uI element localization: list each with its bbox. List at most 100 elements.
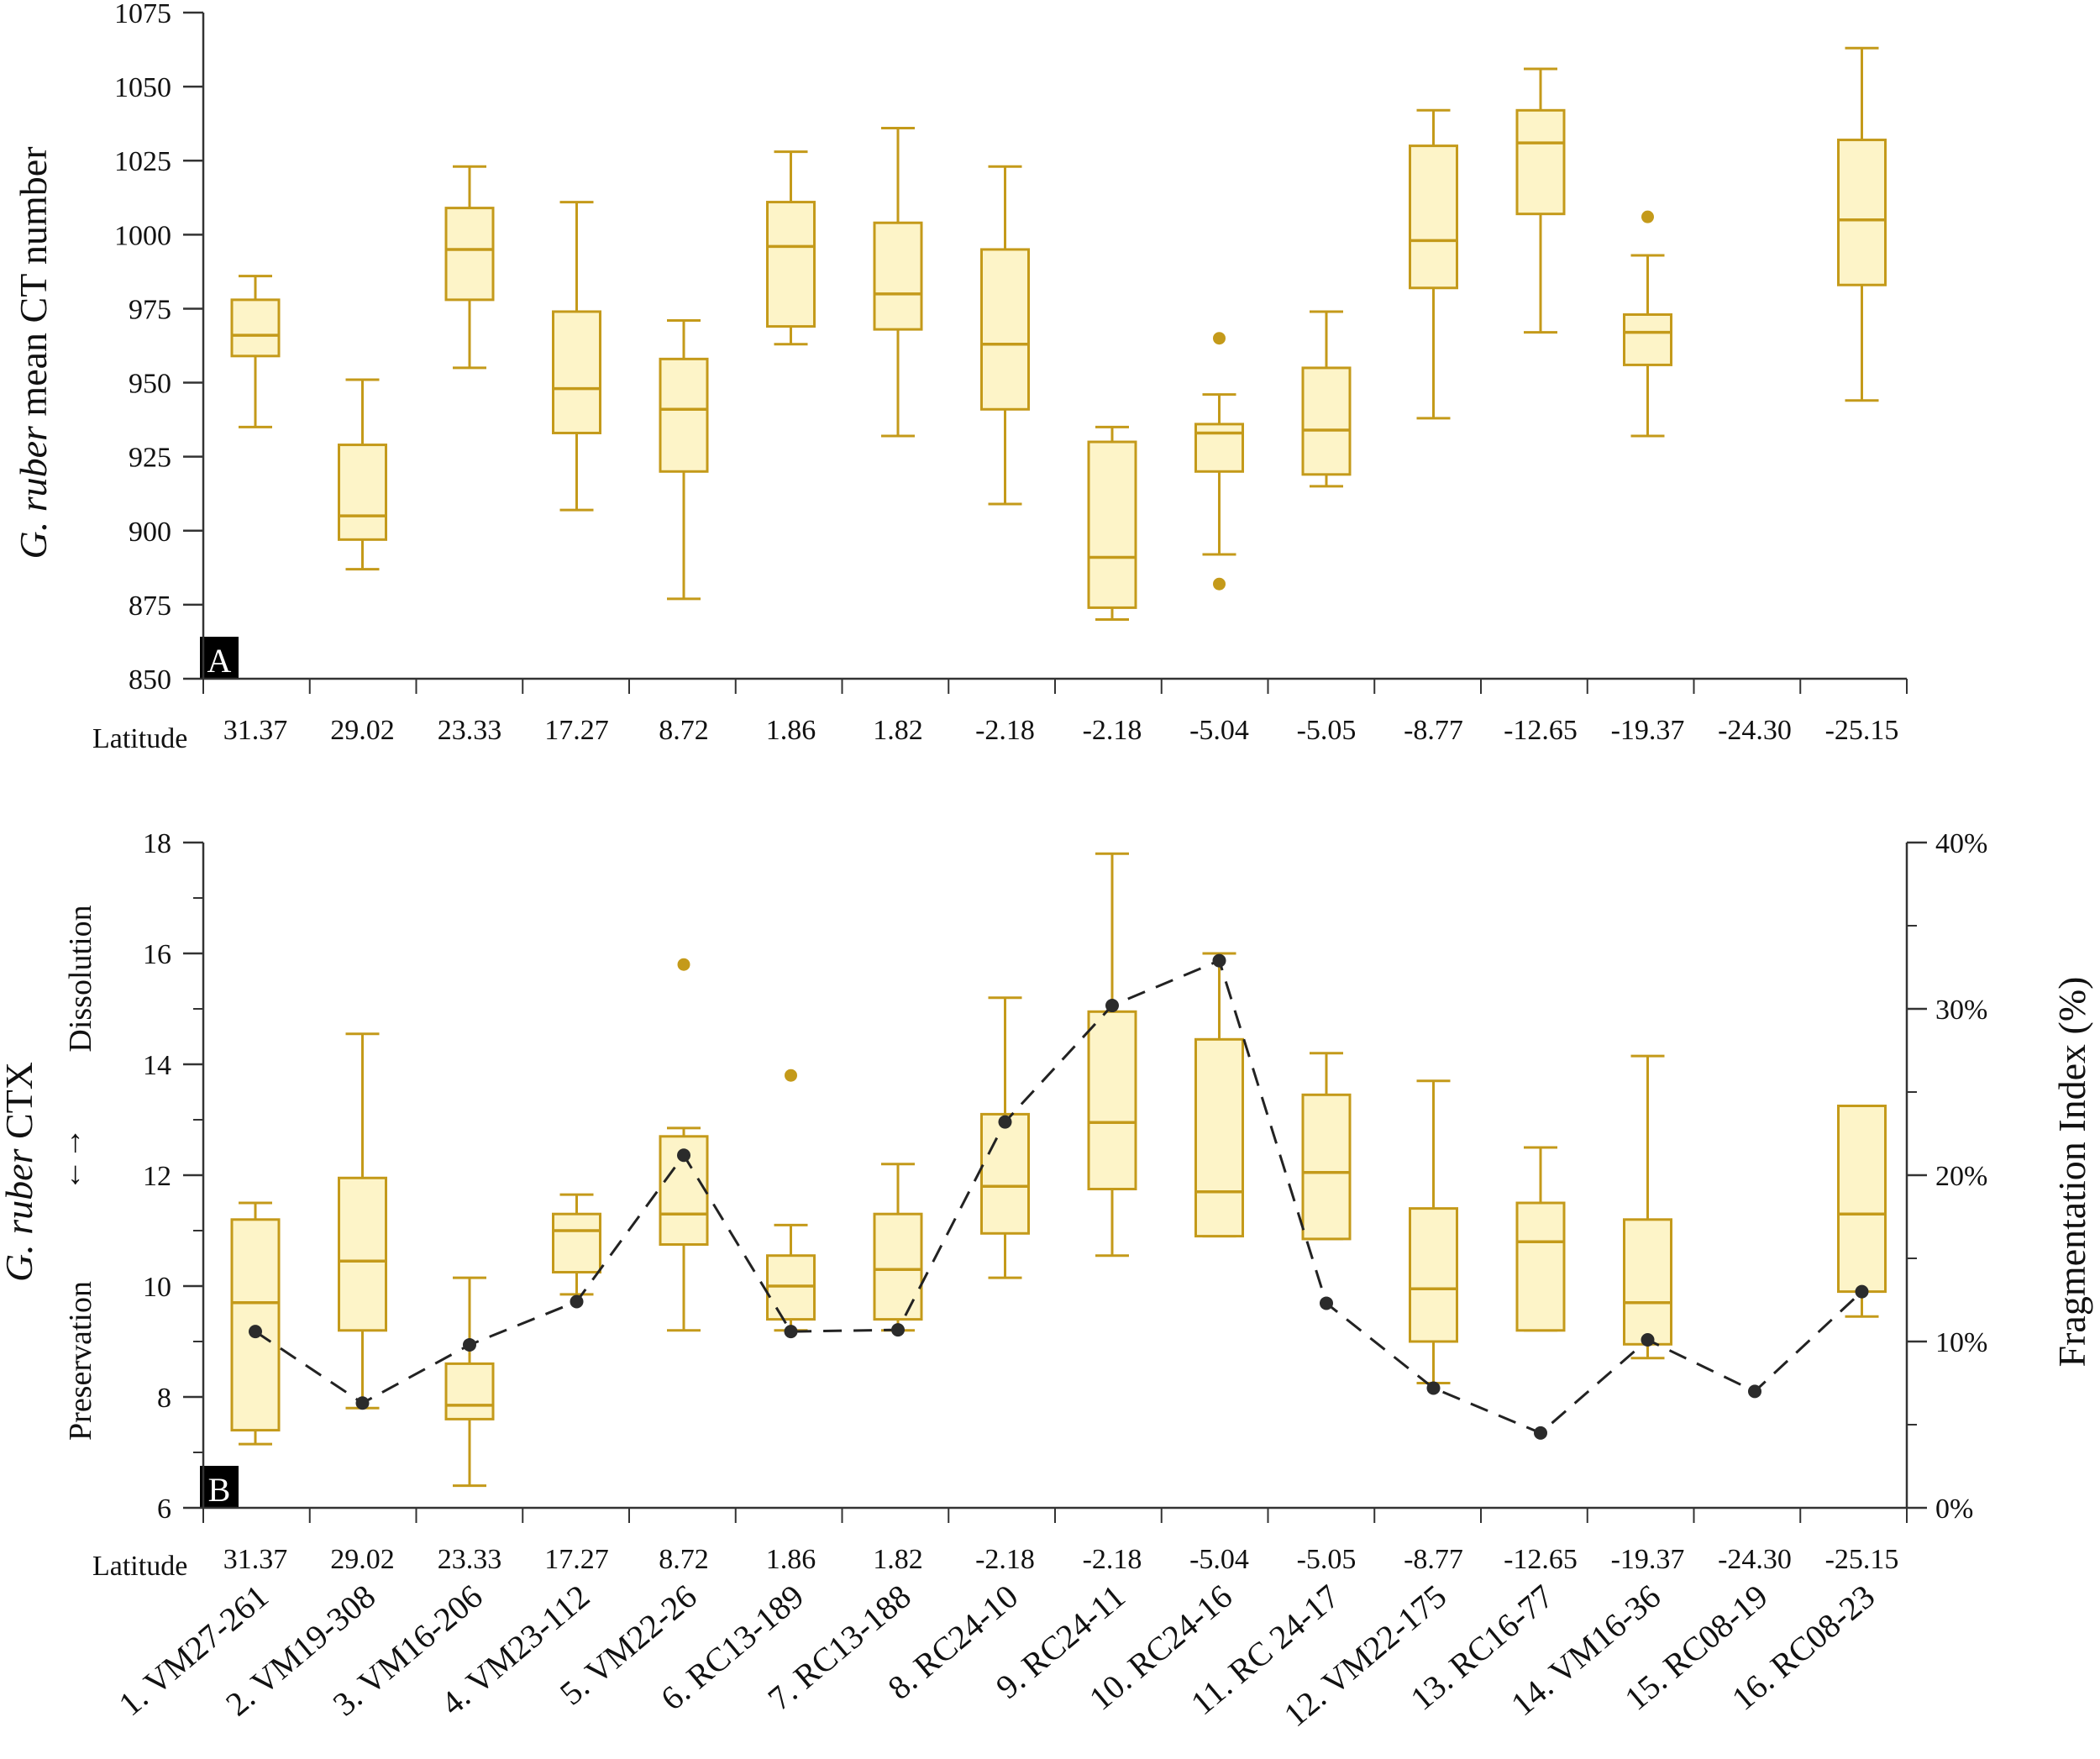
latitude-label: -24.30 xyxy=(1718,1544,1792,1575)
fragmentation-index-point xyxy=(249,1325,262,1339)
latitude-label: -5.04 xyxy=(1189,715,1249,746)
boxplot-10 xyxy=(1194,332,1244,591)
box-iqr xyxy=(980,1112,1030,1235)
box-iqr xyxy=(1623,312,1672,366)
boxplot-10 xyxy=(1194,952,1244,1238)
panel-a-tag: A xyxy=(207,642,232,680)
boxplot-3 xyxy=(444,1276,495,1488)
latitude-label: 29.02 xyxy=(330,715,395,746)
panel-b-y2label: Fragmentation Index (%) xyxy=(2050,977,2093,1368)
box-iqr xyxy=(1301,1093,1352,1241)
y2-tick-label: 10% xyxy=(1935,1327,1987,1358)
latitude-label: 1.86 xyxy=(766,715,816,746)
y-tick-label: 1075 xyxy=(114,0,171,29)
boxplot-11 xyxy=(1301,310,1352,488)
y-tick-label: 925 xyxy=(129,443,171,474)
y-tick-label: 14 xyxy=(143,1050,171,1081)
y-tick-label: 6 xyxy=(157,1494,171,1525)
latitude-label: 1.82 xyxy=(873,1544,923,1575)
panel-b-ylabel-rest: CTX xyxy=(0,1062,40,1149)
box-iqr xyxy=(1194,1037,1244,1238)
box-iqr xyxy=(552,310,601,434)
latitude-label: 8.72 xyxy=(659,1544,709,1575)
boxplot-12 xyxy=(1409,1079,1458,1384)
box-iqr xyxy=(1515,108,1566,216)
box-iqr xyxy=(659,357,709,473)
boxplot-4 xyxy=(552,1193,601,1296)
fragmentation-index-point xyxy=(784,1325,798,1339)
fragmentation-index-point xyxy=(355,1396,370,1410)
y-tick-label: 950 xyxy=(129,369,171,400)
boxplot-2 xyxy=(338,378,387,571)
panel-a-ylabel: G. ruber mean CT number xyxy=(12,146,55,559)
outlier-point xyxy=(1213,577,1226,591)
boxplot-7 xyxy=(873,126,923,438)
box-iqr xyxy=(1087,1010,1137,1191)
y-tick-label: 875 xyxy=(129,591,171,622)
fragmentation-index-point xyxy=(1641,1333,1655,1347)
latitude-label: -8.77 xyxy=(1404,715,1463,746)
latitude-label: -5.05 xyxy=(1297,1544,1357,1575)
latitude-label: 17.27 xyxy=(544,715,609,746)
latitude-label: -25.15 xyxy=(1825,1544,1899,1575)
panel-b-chart: G. ruber CTX Dissolution Preservation ←→… xyxy=(0,828,2093,1734)
boxplot-9 xyxy=(1087,852,1137,1258)
latitude-label: -2.18 xyxy=(1083,1544,1142,1575)
box-iqr xyxy=(873,1212,923,1321)
box-iqr xyxy=(1515,1201,1566,1332)
panel-a-xlabel: Latitude xyxy=(92,723,187,754)
outlier-point xyxy=(1641,210,1654,223)
box-iqr xyxy=(1837,139,1887,286)
box-iqr xyxy=(1301,366,1352,476)
panel-b-ylabel: G. ruber CTX xyxy=(0,1062,40,1282)
boxplot-16 xyxy=(1837,46,1887,402)
boxplot-6 xyxy=(766,1069,816,1332)
box-iqr xyxy=(552,1212,601,1273)
boxplot-16 xyxy=(1837,1105,1887,1318)
box-iqr xyxy=(873,221,923,331)
box-iqr xyxy=(659,1135,709,1247)
panel-b-tag: B xyxy=(208,1471,231,1509)
fragmentation-index-point xyxy=(677,1148,690,1163)
latitude-label: -12.65 xyxy=(1504,715,1578,746)
y-tick-label: 975 xyxy=(129,294,171,325)
latitude-label: 8.72 xyxy=(659,715,709,746)
y-tick-label: 1050 xyxy=(114,72,171,103)
fragmentation-index-point xyxy=(1212,953,1226,968)
y2-tick-label: 20% xyxy=(1935,1161,1987,1192)
fragmentation-index-point xyxy=(891,1323,905,1337)
boxplot-2 xyxy=(338,1032,387,1410)
latitude-label: -25.15 xyxy=(1825,715,1899,746)
box-iqr xyxy=(766,201,816,328)
y-tick-label: 1000 xyxy=(114,220,171,251)
fragmentation-index-point xyxy=(463,1337,476,1352)
y-tick-label: 18 xyxy=(143,828,171,859)
latitude-label: -24.30 xyxy=(1718,715,1792,746)
box-iqr xyxy=(1623,1218,1672,1346)
latitude-label: -12.65 xyxy=(1504,1544,1578,1575)
y2-tick-label: 0% xyxy=(1935,1494,1973,1525)
fragmentation-index-point xyxy=(1426,1381,1441,1395)
latitude-label: -2.18 xyxy=(1083,715,1142,746)
fragmentation-index-point xyxy=(1748,1384,1761,1399)
outlier-point xyxy=(785,1069,797,1082)
y-tick-label: 1025 xyxy=(114,146,171,177)
boxplot-6 xyxy=(766,150,816,346)
latitude-label: -2.18 xyxy=(975,1544,1035,1575)
panel-a-ylabel-italic: G. ruber xyxy=(12,425,55,559)
boxplot-1 xyxy=(230,275,281,428)
latitude-label: 23.33 xyxy=(438,1544,502,1575)
fragmentation-index-line xyxy=(255,958,1863,1435)
box-iqr xyxy=(338,1176,387,1332)
y2-tick-label: 40% xyxy=(1935,828,1987,859)
y-tick-label: 10 xyxy=(143,1272,171,1303)
box-iqr xyxy=(338,444,387,541)
panel-a-ylabel-rest: mean CT number xyxy=(12,146,55,426)
panel-a-tag-bg xyxy=(200,637,239,679)
y2-tick-label: 30% xyxy=(1935,995,1987,1026)
box-iqr xyxy=(444,1362,495,1420)
dissolution-label: Dissolution xyxy=(63,905,98,1052)
box-iqr xyxy=(1194,423,1244,473)
box-iqr xyxy=(1087,440,1137,609)
